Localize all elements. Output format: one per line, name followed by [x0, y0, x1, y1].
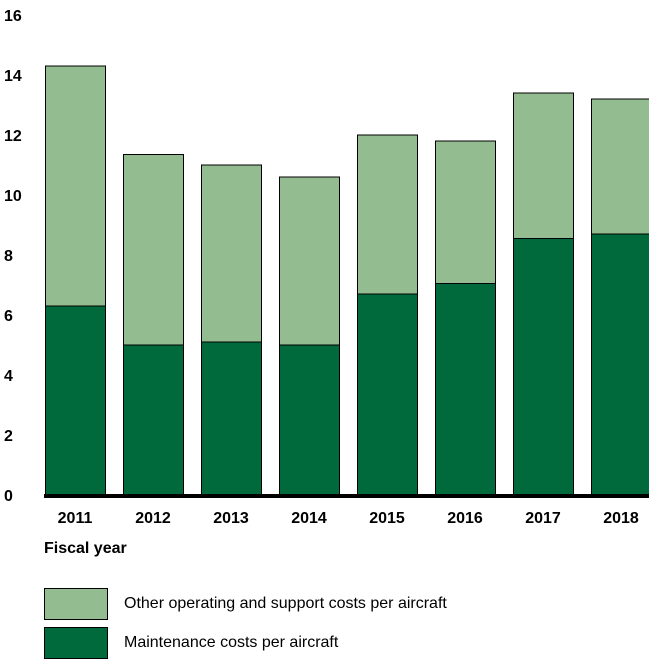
x-tick-label-2011: 2011 — [58, 510, 93, 527]
y-axis-ticks: 0 2 4 6 8 10 12 14 16 — [4, 8, 22, 505]
bars — [46, 66, 649, 495]
bar-maintenance-2011 — [46, 306, 106, 495]
x-tick-label-2014: 2014 — [291, 510, 327, 527]
x-tick-label-2012: 2012 — [135, 510, 171, 527]
bar-maintenance-2012 — [124, 345, 184, 495]
y-tick-label: 4 — [4, 368, 13, 385]
bar-other-costs-2012 — [124, 155, 184, 346]
y-tick-label: 6 — [4, 308, 13, 325]
bar-other-costs-2015 — [358, 135, 418, 294]
y-tick-label: 10 — [4, 188, 22, 205]
y-tick-label: 8 — [4, 248, 13, 265]
x-tick-label-2015: 2015 — [369, 510, 405, 527]
x-axis-title: Fiscal year — [44, 540, 127, 558]
bar-other-costs-2017 — [514, 93, 574, 239]
y-tick-label: 2 — [4, 428, 13, 445]
x-axis-line — [44, 494, 649, 498]
bar-maintenance-2015 — [358, 294, 418, 495]
legend-item-maintenance-costs: Maintenance costs per aircraft — [44, 626, 447, 660]
bar-other-costs-2011 — [46, 66, 106, 306]
bar-other-costs-2016 — [436, 141, 496, 284]
bar-maintenance-2018 — [592, 234, 649, 495]
bar-maintenance-2017 — [514, 239, 574, 496]
legend-swatch-other-costs — [44, 588, 108, 620]
x-tick-label-2016: 2016 — [447, 510, 483, 527]
bar-maintenance-2016 — [436, 284, 496, 496]
legend-label-maintenance-costs: Maintenance costs per aircraft — [124, 634, 338, 652]
x-tick-label-2017: 2017 — [525, 510, 561, 527]
legend-swatch-maintenance-costs — [44, 627, 108, 659]
y-tick-label: 14 — [4, 68, 22, 85]
y-tick-label: 0 — [4, 488, 13, 505]
legend-label-other-costs: Other operating and support costs per ai… — [124, 595, 447, 613]
bar-maintenance-2014 — [280, 345, 340, 495]
bar-maintenance-2013 — [202, 342, 262, 495]
y-tick-label: 12 — [4, 128, 22, 145]
y-tick-label: 16 — [4, 8, 22, 25]
legend: Other operating and support costs per ai… — [44, 587, 447, 665]
bar-other-costs-2014 — [280, 177, 340, 345]
legend-item-other-costs: Other operating and support costs per ai… — [44, 587, 447, 621]
x-axis-ticks: 2011 2012 2013 2014 2015 2016 2017 2018 — [58, 510, 639, 527]
x-tick-label-2013: 2013 — [213, 510, 249, 527]
bar-other-costs-2013 — [202, 165, 262, 342]
bar-other-costs-2018 — [592, 99, 649, 234]
x-tick-label-2018: 2018 — [603, 510, 639, 527]
